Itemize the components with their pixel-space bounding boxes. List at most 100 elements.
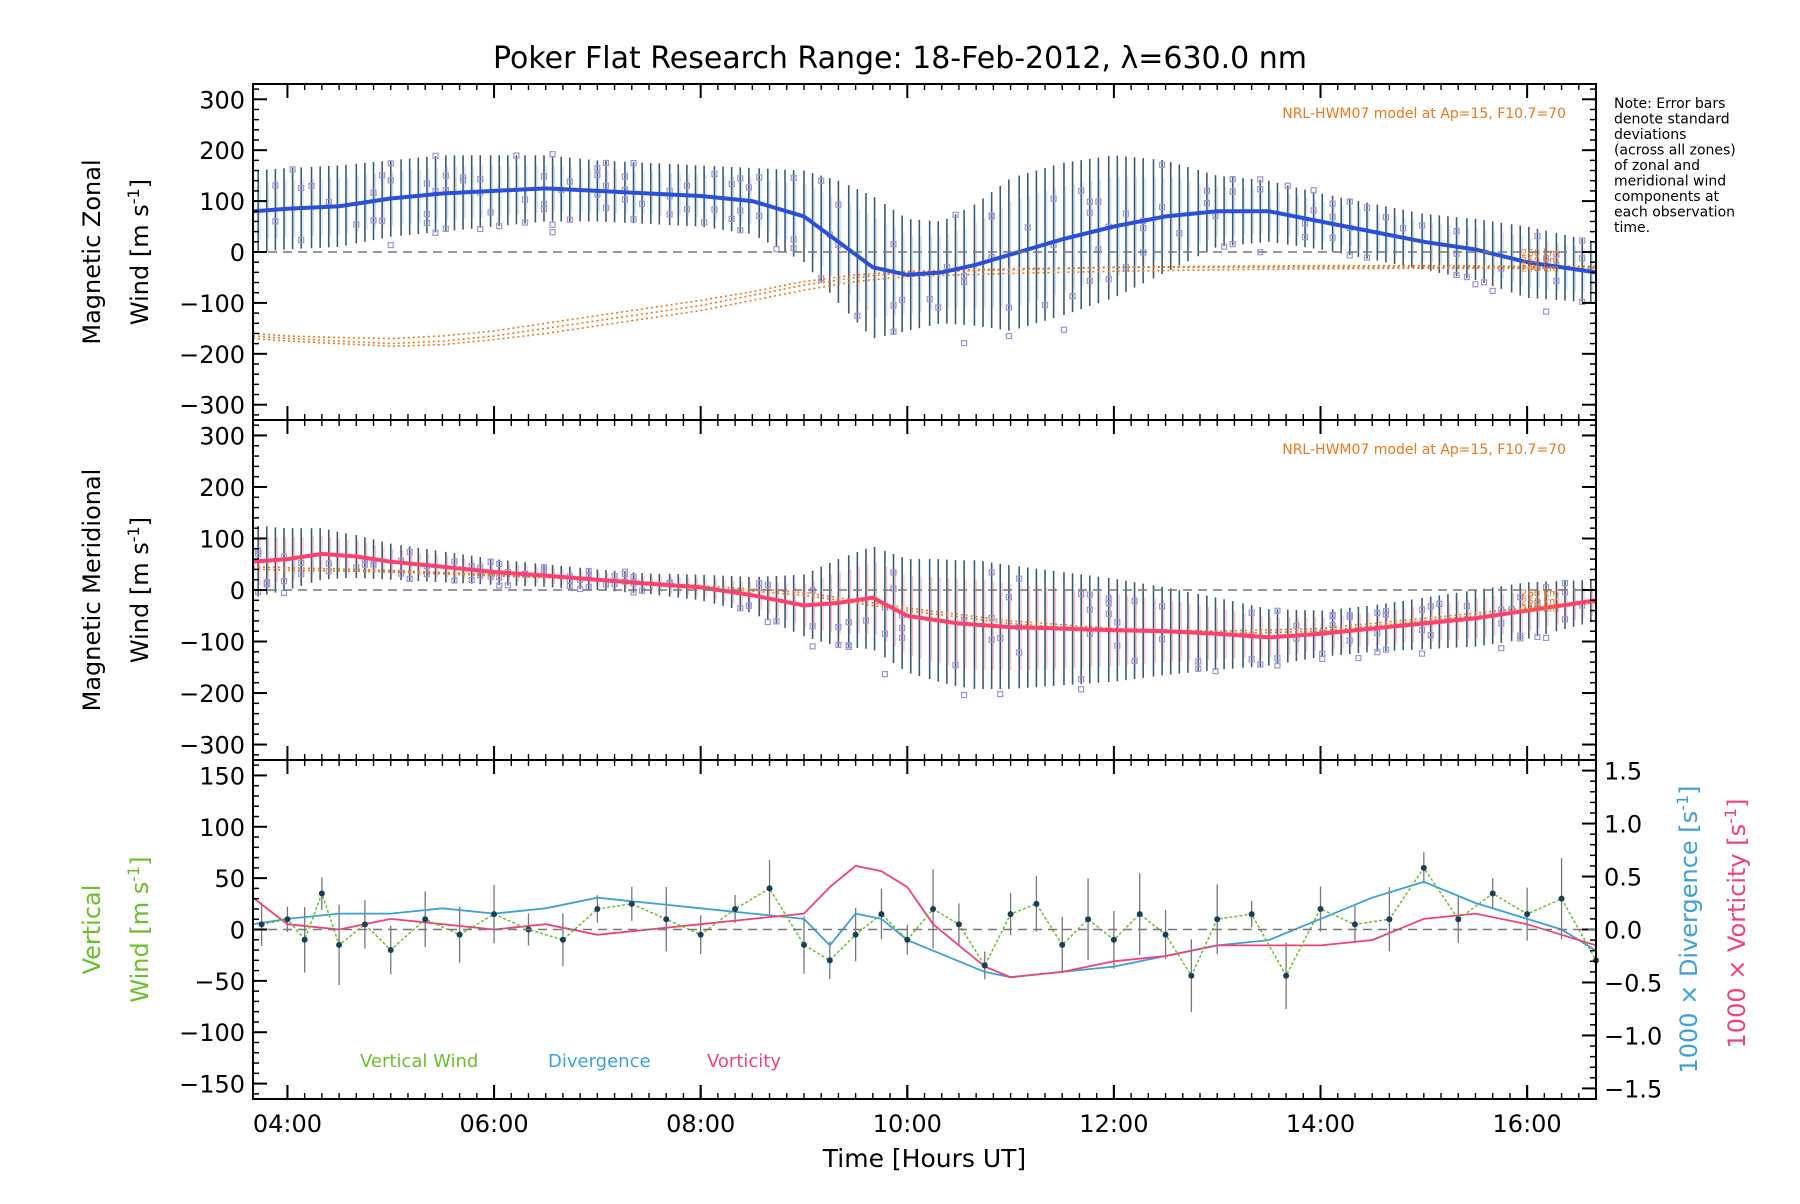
zone-point [423, 210, 431, 218]
zone-point [1159, 161, 1166, 168]
vertical-wind-point [1317, 905, 1324, 912]
zone-point [756, 174, 763, 181]
y-tick-label: 100 [199, 525, 245, 553]
vertical-wind-point [336, 941, 343, 948]
zone-point [1159, 636, 1166, 643]
zone-point [1329, 200, 1336, 207]
zone-point [790, 174, 797, 182]
mean-wind-line [252, 551, 1597, 640]
zone-point [1310, 207, 1317, 214]
y-tick-label: −150 [179, 1071, 245, 1099]
zone-point [1114, 619, 1121, 626]
zone-point [745, 184, 752, 191]
zone-point [1480, 279, 1488, 286]
zone-point [1363, 204, 1371, 211]
zone-point [1274, 662, 1281, 669]
zone-point [862, 617, 870, 624]
zone-point [952, 662, 959, 669]
zone-point [1078, 676, 1085, 683]
zone-point [630, 159, 637, 167]
y2-label-vorticity: 1000 × Vorticity [s-1] [1721, 799, 1751, 1049]
zone-point [1257, 186, 1264, 193]
zone-point [379, 172, 386, 179]
zone-point [890, 241, 897, 248]
legend-vorticity: Vorticity [707, 1051, 781, 1072]
model-alt-label: 250 km [1521, 596, 1559, 607]
zone-point [1024, 224, 1031, 231]
zone-point [728, 180, 735, 188]
zone-point [1319, 650, 1326, 657]
vertical-wind-point [491, 911, 498, 918]
zone-point [756, 212, 763, 220]
zone-point [773, 245, 780, 253]
zone-point [1086, 591, 1093, 598]
zone-point [594, 171, 601, 179]
zone-point [1427, 603, 1434, 610]
zone-point [711, 206, 718, 213]
zone-point [496, 582, 503, 589]
zone-point [1212, 668, 1219, 675]
vertical-wind-point [361, 921, 368, 928]
zone-point [361, 561, 369, 568]
zone-point [1078, 686, 1085, 693]
zone-point [899, 296, 906, 303]
zone-point [353, 221, 360, 228]
zone-point [1329, 621, 1336, 629]
vertical-wind-point [697, 931, 704, 938]
zone-point [1041, 301, 1049, 309]
zone-point [737, 227, 744, 234]
x-tick-label: 06:00 [459, 1110, 528, 1138]
vertical-wind-point [878, 911, 885, 918]
zone-point [1195, 658, 1202, 665]
model-label: NRL-HWM07 model at Ap=15, F10.7=70 [1282, 106, 1566, 122]
y-axis-label-line2: Wind [m s-1] [124, 856, 154, 1002]
zone-point [1220, 243, 1228, 250]
y-tick-label: −300 [179, 732, 245, 760]
model-alt-label: 260 km [1521, 248, 1559, 259]
zone-point [1400, 225, 1407, 232]
zone-point [585, 567, 592, 575]
zone-point [961, 691, 968, 699]
zone-point [701, 219, 708, 226]
zone-point [1086, 606, 1093, 613]
zone-point [496, 560, 503, 567]
zone-point [683, 206, 690, 213]
note-line: denote standard [1614, 112, 1730, 128]
vertical-wind-point [663, 916, 670, 923]
vertical-wind-point [800, 941, 807, 948]
zone-point [477, 225, 484, 233]
zone-point [737, 207, 744, 214]
zone-point [1363, 254, 1371, 261]
zone-point [1114, 642, 1121, 649]
note-line: of zonal and [1614, 158, 1700, 174]
vertical-wind-point [1007, 911, 1014, 918]
zone-point [487, 558, 494, 565]
zone-point [737, 175, 744, 182]
y-tick-label: 0 [230, 577, 245, 605]
vertical-wind-point [1455, 916, 1462, 923]
y-tick-label: −100 [179, 629, 245, 657]
legend-divergence: Divergence [548, 1051, 651, 1072]
vertical-wind-point [1188, 972, 1195, 979]
zone-point [566, 216, 573, 223]
zone-point [988, 636, 995, 643]
vertical-wind-point [904, 936, 911, 943]
zone-point [1374, 630, 1381, 637]
zone-point [997, 635, 1004, 642]
zone-point [432, 229, 439, 236]
zone-point [353, 564, 360, 571]
x-tick-label: 14:00 [1286, 1110, 1355, 1138]
vertical-wind-point [1085, 916, 1092, 923]
zone-point [881, 630, 888, 637]
zone-point [487, 209, 494, 216]
y2-tick-label: 1.0 [1604, 811, 1642, 839]
zone-point [961, 339, 968, 347]
zone-point [513, 152, 520, 159]
zone-point [1131, 597, 1138, 605]
zone-point [1427, 632, 1434, 639]
zone-point [890, 302, 897, 309]
y-tick-label: 50 [214, 865, 245, 893]
